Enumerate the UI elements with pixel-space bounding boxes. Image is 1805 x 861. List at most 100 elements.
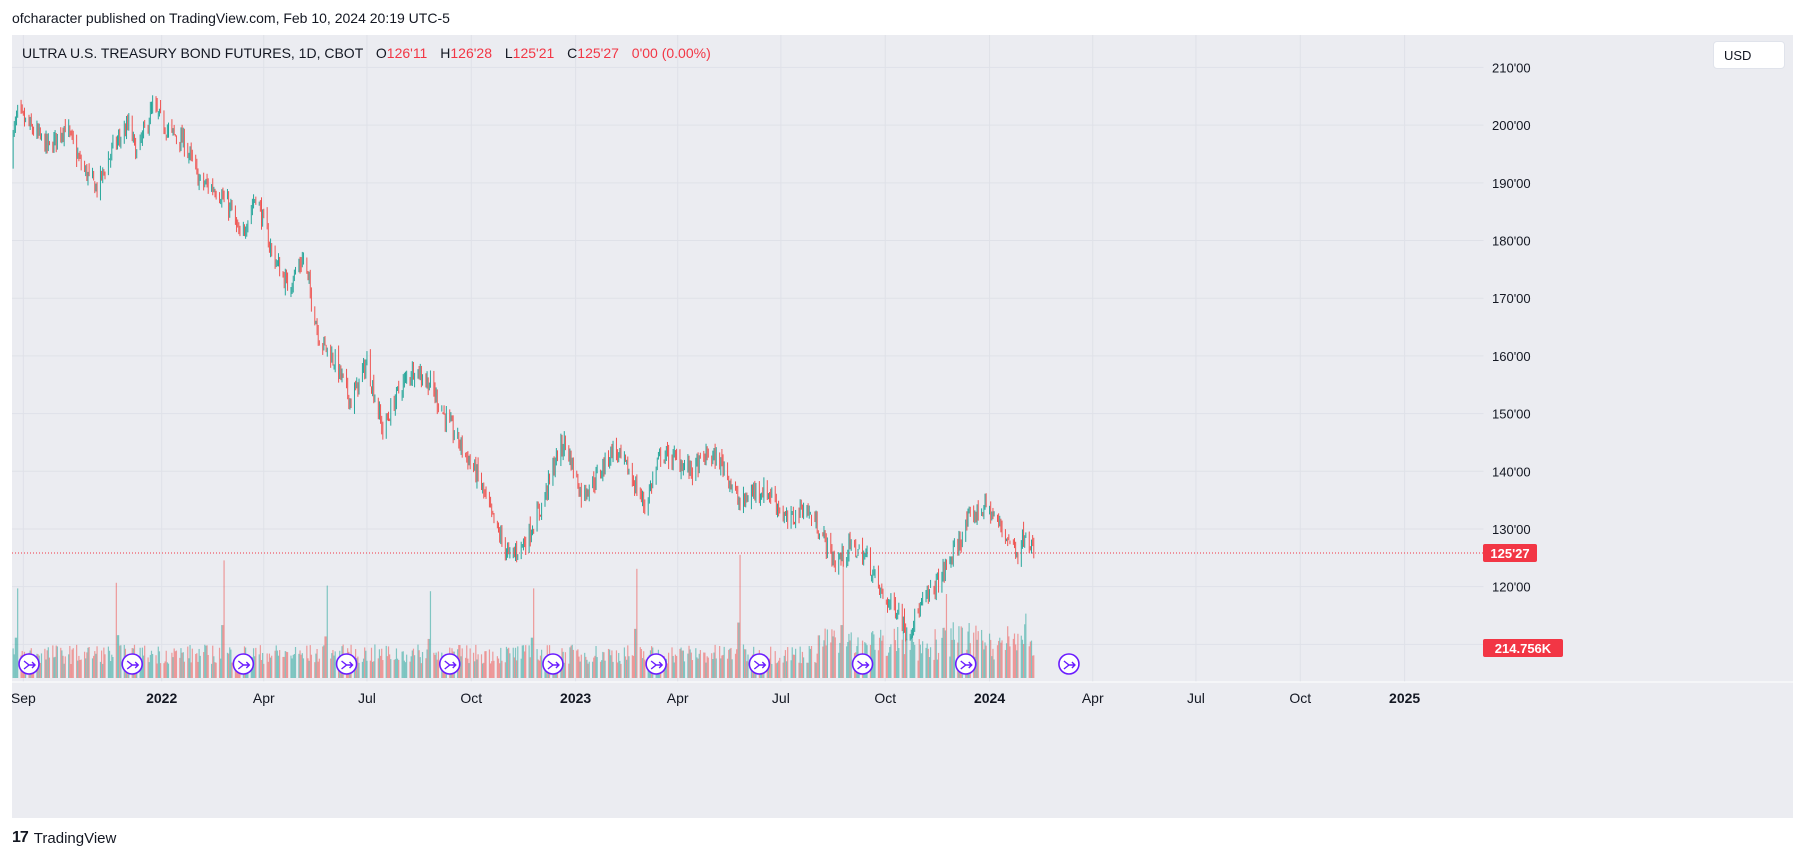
volume-bar [632,655,635,678]
volume-bar [86,652,88,678]
time-tick-label: 2022 [146,690,177,706]
volume-bar [467,658,469,678]
volume-bar [737,622,739,678]
volume-bar [284,651,286,678]
volume-bar [985,645,987,678]
volume-bar [539,655,542,678]
volume-bar [929,647,932,678]
volume-bar [942,627,944,678]
volume-bar [790,660,792,678]
volume-bar [877,650,880,678]
volume-bar [905,641,907,678]
volume-bar [720,658,722,678]
volume-bar [529,657,531,678]
volume-bar [476,659,478,678]
volume-bar [770,646,772,678]
volume-bar [536,649,538,678]
volume-bar [822,646,824,678]
volume-bar [480,654,483,678]
volume-bar [612,661,614,678]
volume-bar [809,648,811,678]
time-tick-label: Apr [253,690,275,706]
volume-bar [998,640,1000,678]
volume-bar [541,649,543,678]
volume-bar [412,648,415,678]
volume-bar [282,656,284,678]
volume-bar [107,646,109,678]
volume-bar [576,650,578,678]
volume-bar [675,655,678,678]
volume-bar [52,645,54,678]
volume-bar [941,637,943,678]
volume-bar [183,661,185,678]
volume-bar [317,661,319,678]
volume-bar [925,647,927,678]
volume-bar [664,661,666,678]
volume-bar [815,662,817,678]
price-tick-label: 210'00 [1492,60,1531,75]
volume-bar [309,645,311,678]
volume-bar [636,568,638,678]
price-chart[interactable]: 110'00120'00130'00140'00150'00160'00170'… [12,35,1793,818]
volume-bar [472,652,475,678]
volume-bar [356,658,358,678]
volume-bar [911,634,914,678]
volume-bar [358,662,360,678]
volume-bar [691,660,694,678]
volume-bar [945,594,948,678]
event-arrow-icon [547,660,560,670]
volume-bar [602,651,604,678]
volume-bar [951,639,953,678]
event-arrow-icon [23,660,37,670]
volume-bar [47,647,49,678]
event-arrow-icon [341,660,354,670]
volume-bar [373,661,375,678]
volume-bar [800,663,802,678]
volume-bar [94,651,96,678]
volume-bar [417,644,419,678]
volume-bar [210,663,213,678]
price-tick-label: 190'00 [1492,176,1531,191]
volume-bar [68,654,70,678]
volume-bar [497,658,500,678]
volume-bar [195,653,197,678]
volume-bar [627,645,629,678]
volume-bar [118,635,120,678]
volume-bar [990,639,992,678]
dividend-event-icon [851,653,874,675]
volume-bar [116,635,119,678]
high-label: H [440,45,451,61]
volume-bar [719,646,721,678]
volume-bar [848,633,850,678]
chart-frame[interactable]: 110'00120'00130'00140'00150'00160'00170'… [12,35,1793,818]
volume-bar [433,652,435,678]
open-value: 126'11 [386,45,428,61]
volume-bar [223,560,225,678]
volume-bar [601,660,603,678]
volume-bar [389,654,391,678]
volume-bar [745,649,747,678]
volume-bar [103,647,105,678]
volume-bar [903,654,906,678]
time-tick-label: Apr [667,690,689,706]
volume-bar [364,647,366,678]
volume-bar [586,659,588,678]
volume-bar [517,646,519,678]
volume-bar [71,649,73,678]
volume-bar [258,654,260,678]
volume-bar [390,659,392,678]
volume-bar [628,656,630,678]
volume-bar [378,649,381,678]
volume-bar [593,657,595,678]
volume-bar [365,650,367,678]
volume-bar [147,657,149,678]
volume-bar [77,660,79,678]
event-arrow-icon [237,660,251,670]
symbol-name: ULTRA U.S. TREASURY BOND FUTURES, 1D, CB… [22,45,363,61]
volume-bar [950,628,952,678]
currency-button[interactable]: USD [1713,41,1785,69]
volume-bar [204,644,206,678]
volume-bar [571,644,573,678]
volume-bar [1008,636,1010,678]
volume-bar [825,645,827,678]
